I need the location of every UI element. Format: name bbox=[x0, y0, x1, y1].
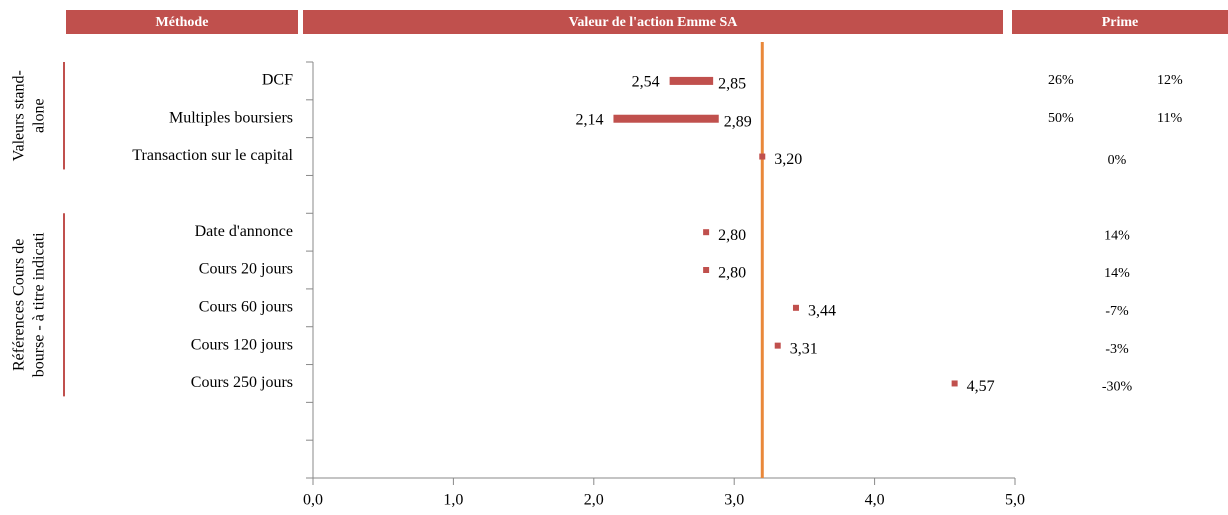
data-label: 2,85 bbox=[718, 76, 746, 93]
premium-label: -30% bbox=[1102, 380, 1133, 395]
category-label: DCF bbox=[262, 72, 293, 89]
premium-label: 0% bbox=[1108, 153, 1127, 168]
header: Valeur de l'action Emme SA bbox=[569, 15, 739, 30]
x-tick-label: 1,0 bbox=[443, 492, 463, 509]
category-label: Date d'annonce bbox=[195, 223, 293, 240]
category-label: Cours 250 jours bbox=[191, 374, 293, 391]
category-label: Cours 60 jours bbox=[199, 298, 293, 315]
category-label: Multiples boursiers bbox=[169, 109, 293, 126]
premium-label: 50% bbox=[1048, 111, 1074, 126]
point-marker bbox=[951, 380, 958, 387]
x-tick-label: 2,0 bbox=[584, 492, 604, 509]
point-marker bbox=[703, 229, 710, 236]
x-tick-label: 3,0 bbox=[724, 492, 744, 509]
point-marker bbox=[759, 153, 766, 160]
category-label: Cours 20 jours bbox=[199, 261, 293, 278]
category-label: Cours 120 jours bbox=[191, 336, 293, 353]
point-marker bbox=[792, 304, 799, 311]
premium-label: 14% bbox=[1104, 228, 1130, 243]
premium-label: -3% bbox=[1105, 342, 1129, 357]
group-label: Valeurs stand- bbox=[11, 70, 28, 161]
header: Prime bbox=[1102, 15, 1139, 30]
data-label: 3,44 bbox=[808, 302, 836, 319]
x-tick-label: 5,0 bbox=[1005, 492, 1025, 509]
header-bar bbox=[303, 10, 1003, 34]
data-label: 2,54 bbox=[632, 74, 660, 91]
data-label: 2,80 bbox=[718, 227, 746, 244]
data-label: 2,89 bbox=[724, 113, 752, 130]
x-tick-label: 4,0 bbox=[865, 492, 885, 509]
premium-label: -7% bbox=[1105, 304, 1129, 319]
point-marker bbox=[774, 342, 781, 349]
group-label: bourse - à titre indicati bbox=[31, 232, 48, 377]
header: Méthode bbox=[156, 15, 209, 30]
premium-label: 11% bbox=[1157, 111, 1182, 126]
data-label: 2,80 bbox=[718, 265, 746, 282]
data-label: 2,14 bbox=[575, 111, 603, 128]
data-label: 3,31 bbox=[790, 340, 818, 357]
range-bar bbox=[669, 76, 714, 85]
data-label: 4,57 bbox=[967, 378, 995, 395]
range-bar bbox=[613, 114, 719, 123]
header-bar bbox=[1012, 10, 1228, 34]
data-label: 3,20 bbox=[774, 151, 802, 168]
category-label: Transaction sur le capital bbox=[132, 147, 293, 164]
premium-label: 14% bbox=[1104, 266, 1130, 281]
point-marker bbox=[703, 267, 710, 273]
group-label: alone bbox=[31, 98, 48, 133]
premium-label: 12% bbox=[1157, 73, 1183, 88]
header-bar bbox=[66, 10, 298, 34]
group-label: Références Cours de bbox=[11, 239, 28, 371]
x-tick-label: 0,0 bbox=[303, 492, 323, 509]
premium-label: 26% bbox=[1048, 73, 1074, 88]
